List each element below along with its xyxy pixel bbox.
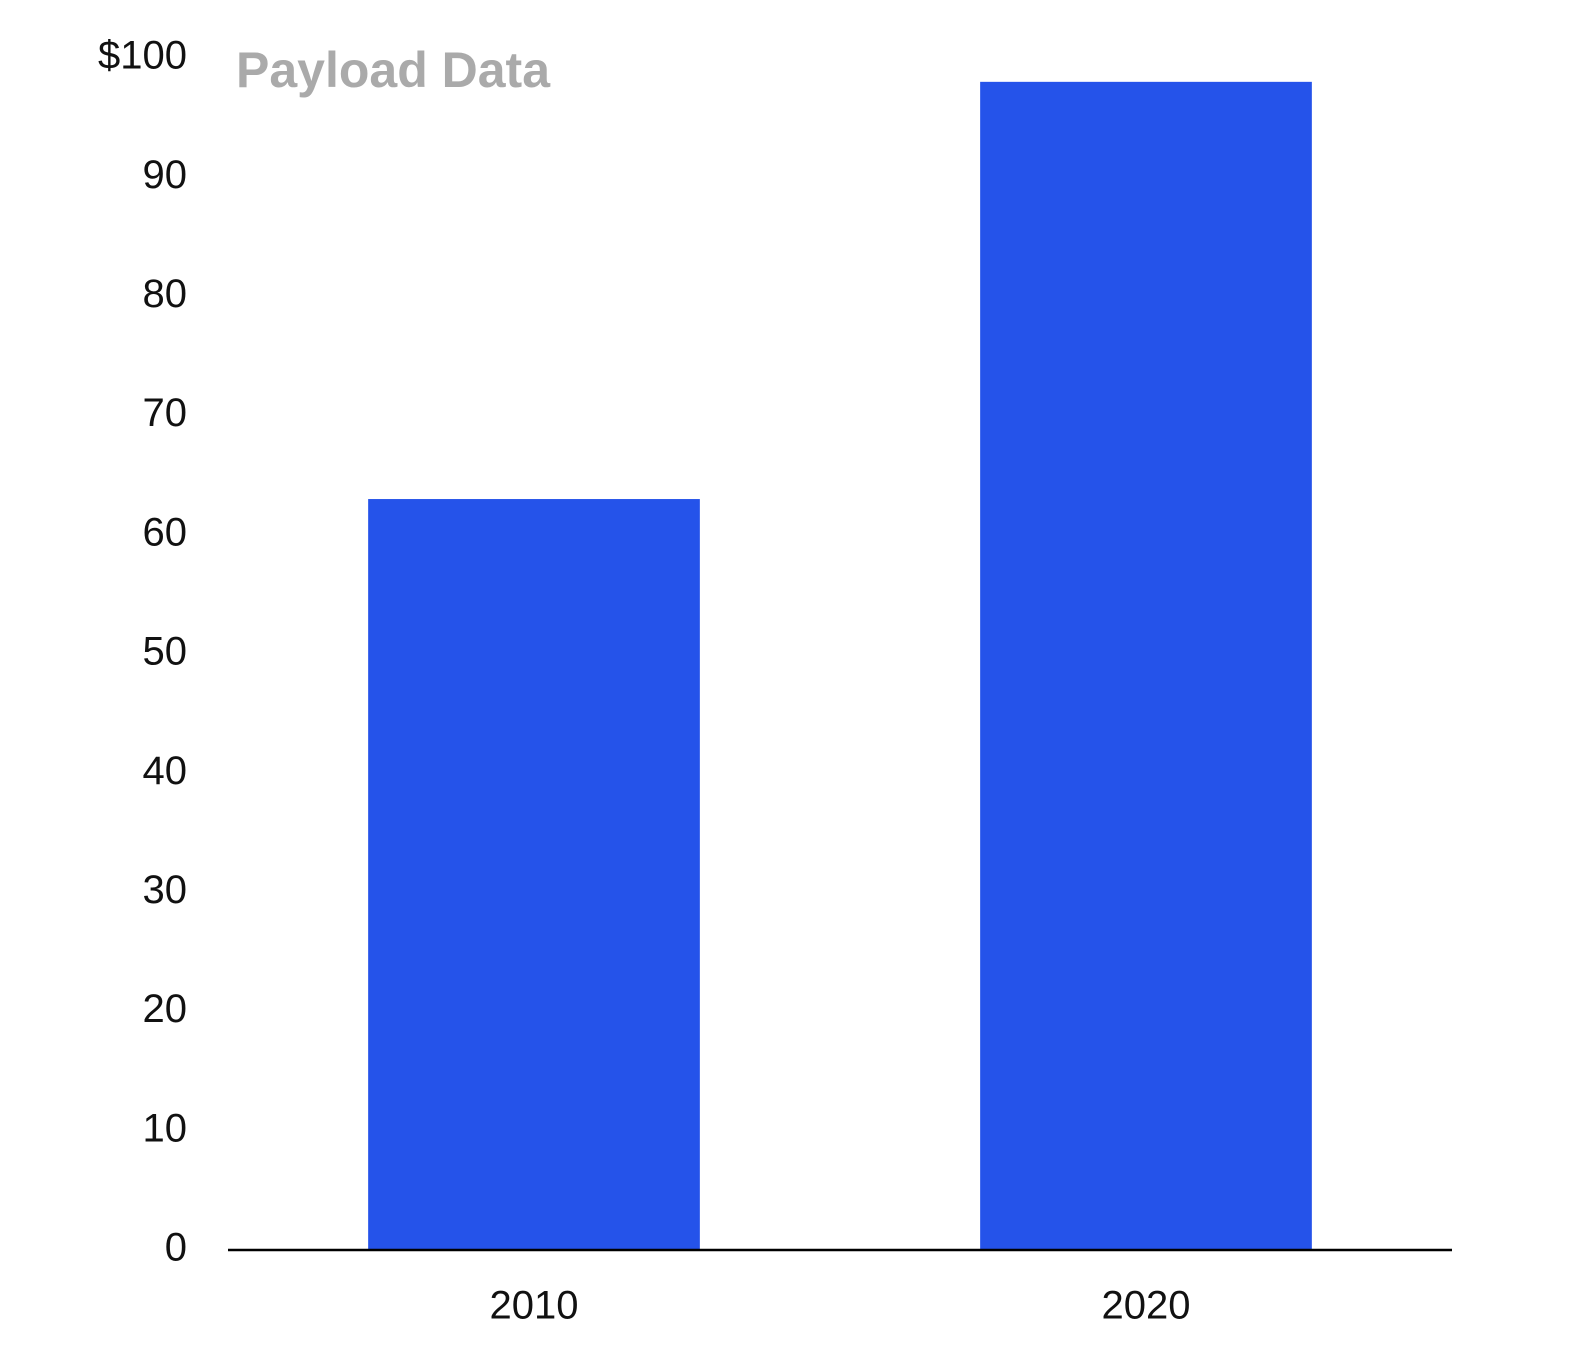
- y-tick-label: 80: [143, 272, 188, 316]
- x-tick-label: 2020: [1102, 1284, 1191, 1328]
- chart-title: Payload Data: [236, 42, 551, 98]
- x-tick-label: 2010: [490, 1284, 579, 1328]
- y-tick-label: 50: [143, 630, 188, 674]
- y-tick-label: 20: [143, 987, 188, 1031]
- y-tick-label: 60: [143, 510, 188, 554]
- y-tick-label: 10: [143, 1106, 188, 1150]
- y-tick-label: 90: [143, 153, 188, 197]
- y-tick-label: 40: [143, 749, 188, 793]
- bar: [368, 499, 700, 1250]
- y-tick-label: 30: [143, 868, 188, 912]
- y-tick-label: $100: [98, 34, 187, 78]
- y-tick-label: 70: [143, 391, 188, 435]
- y-tick-label: 0: [165, 1226, 187, 1270]
- bar: [980, 81, 1312, 1251]
